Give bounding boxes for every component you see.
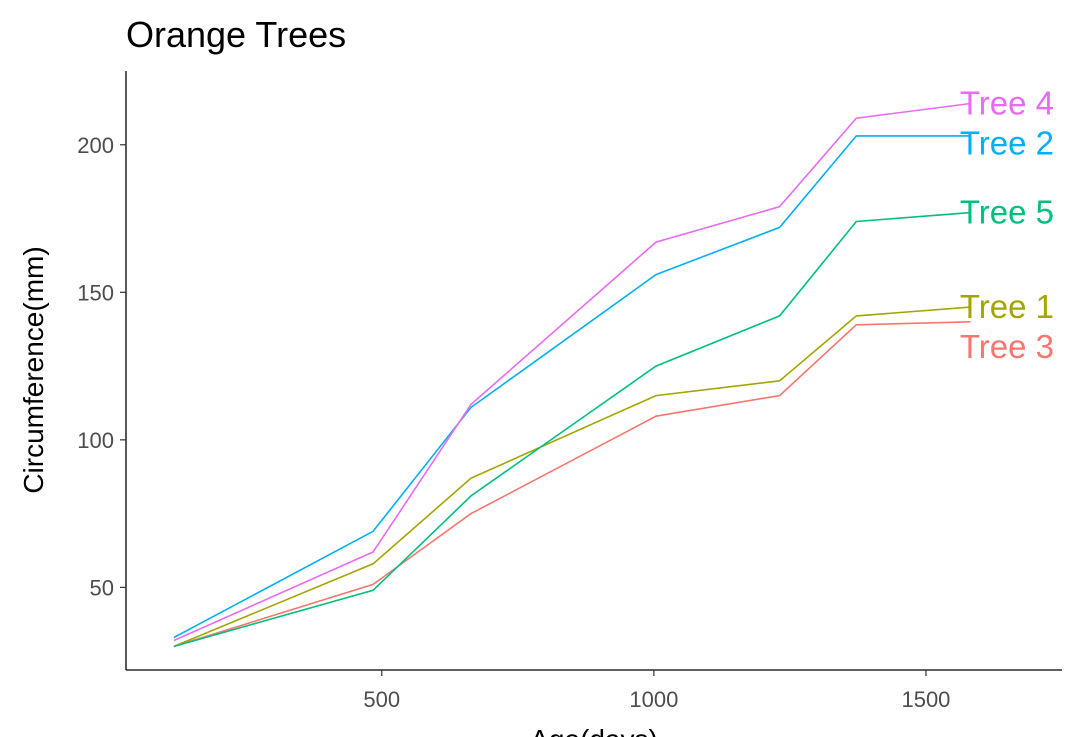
series-label-tree-5: Tree 5: [960, 194, 1054, 231]
x-axis-title: Age(days): [530, 724, 658, 737]
y-axis-ticks: 50 100 150 200: [77, 133, 126, 600]
x-tick-label: 1500: [901, 687, 950, 712]
series-line-tree-3: [173, 321, 971, 648]
series-label-tree-1: Tree 1: [960, 288, 1054, 325]
y-axis-title: Circumference(mm): [18, 246, 49, 493]
y-tick-label: 100: [77, 428, 114, 453]
chart-title: Orange Trees: [126, 14, 346, 55]
series-label-tree-4: Tree 4: [960, 84, 1054, 121]
x-tick-label: 1000: [629, 687, 678, 712]
y-tick-label: 150: [77, 280, 114, 305]
y-tick-label: 200: [77, 133, 114, 158]
series-label-tree-3: Tree 3: [960, 328, 1054, 365]
series-lines: [173, 102, 971, 648]
y-tick-label: 50: [90, 575, 114, 600]
series-line-tree-2: [173, 135, 971, 639]
series-line-tree-1: [173, 306, 971, 648]
x-axis-ticks: 500 1000 1500: [363, 670, 950, 712]
series-line-tree-4: [173, 102, 971, 642]
series-label-tree-2: Tree 2: [960, 124, 1054, 161]
x-tick-label: 500: [363, 687, 400, 712]
series-line-tree-5: [173, 211, 971, 648]
